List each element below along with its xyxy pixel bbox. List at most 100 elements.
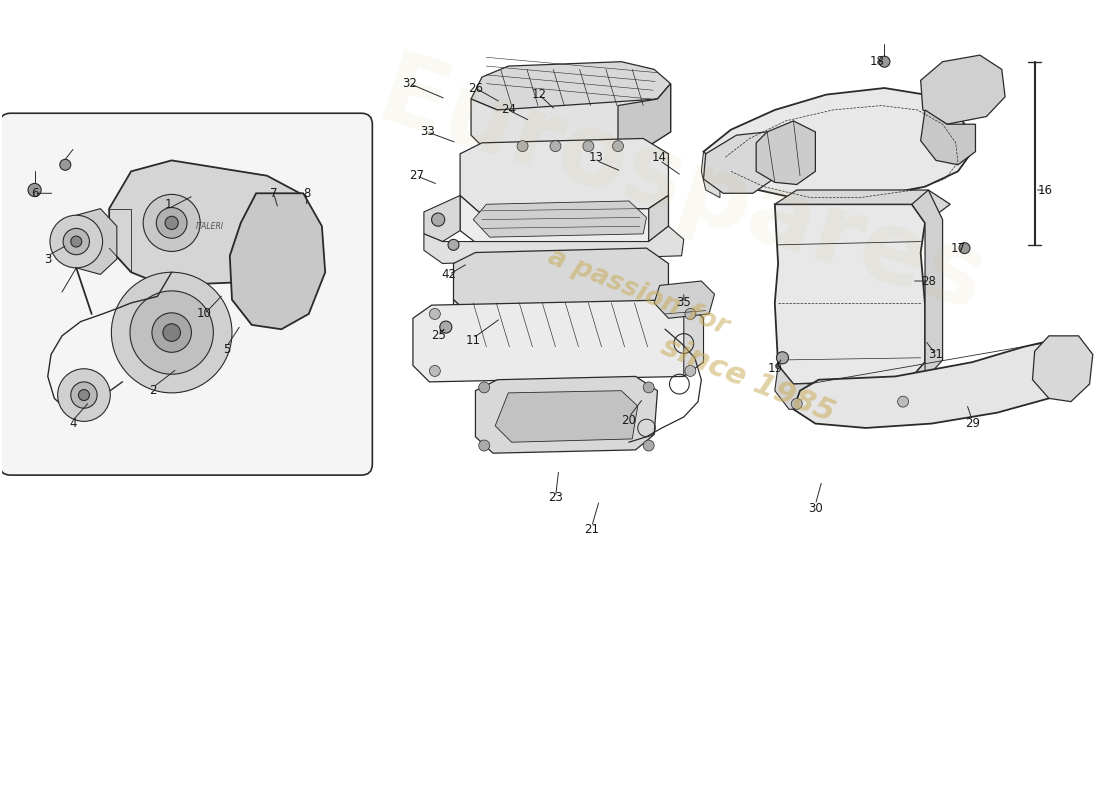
Text: 31: 31 [928, 348, 944, 361]
Polygon shape [756, 121, 815, 185]
Text: since 1985: since 1985 [657, 332, 838, 428]
Polygon shape [1033, 336, 1092, 402]
Text: 30: 30 [808, 502, 823, 514]
Polygon shape [704, 132, 782, 194]
Text: 13: 13 [588, 150, 604, 164]
Circle shape [78, 390, 89, 401]
Text: Eurospares: Eurospares [366, 46, 998, 334]
Polygon shape [774, 190, 950, 223]
Polygon shape [62, 209, 117, 274]
Text: 16: 16 [1038, 183, 1053, 197]
Text: 23: 23 [548, 490, 563, 503]
Polygon shape [910, 190, 943, 380]
Circle shape [478, 440, 490, 451]
Text: 32: 32 [403, 77, 417, 90]
Polygon shape [495, 390, 638, 442]
Text: 21: 21 [584, 523, 600, 537]
Polygon shape [475, 377, 658, 453]
Circle shape [57, 369, 110, 422]
Circle shape [431, 213, 444, 226]
Polygon shape [424, 226, 684, 263]
Polygon shape [473, 201, 647, 237]
Text: 29: 29 [965, 417, 980, 430]
Circle shape [898, 396, 909, 407]
Circle shape [879, 56, 890, 67]
Text: 24: 24 [500, 103, 516, 117]
Text: 33: 33 [420, 126, 434, 138]
Text: 10: 10 [197, 307, 212, 321]
Circle shape [111, 272, 232, 393]
Polygon shape [684, 300, 704, 377]
Circle shape [448, 239, 459, 250]
Polygon shape [774, 204, 925, 384]
Polygon shape [793, 340, 1071, 428]
Text: ITALERI: ITALERI [196, 222, 224, 230]
Polygon shape [704, 88, 972, 201]
Polygon shape [921, 110, 976, 165]
Polygon shape [453, 248, 669, 316]
Circle shape [429, 366, 440, 377]
Polygon shape [618, 84, 671, 160]
Text: 19: 19 [768, 362, 782, 375]
Circle shape [550, 141, 561, 152]
Polygon shape [649, 195, 669, 242]
Circle shape [59, 159, 70, 170]
Circle shape [644, 382, 654, 393]
Polygon shape [424, 195, 460, 242]
Text: 42: 42 [441, 268, 456, 281]
Polygon shape [230, 194, 326, 330]
Circle shape [685, 366, 696, 377]
Circle shape [613, 141, 624, 152]
Text: 27: 27 [409, 170, 424, 182]
Text: 17: 17 [950, 242, 966, 254]
Text: 3: 3 [44, 253, 52, 266]
Text: 12: 12 [531, 88, 547, 101]
Text: 14: 14 [652, 150, 668, 164]
Circle shape [130, 291, 213, 374]
Polygon shape [774, 362, 925, 410]
Circle shape [165, 216, 178, 230]
Circle shape [440, 321, 452, 333]
FancyBboxPatch shape [0, 114, 373, 475]
Circle shape [70, 382, 97, 408]
Circle shape [143, 194, 200, 251]
Circle shape [685, 309, 696, 319]
Circle shape [777, 352, 789, 364]
Circle shape [28, 183, 41, 197]
Text: 2: 2 [150, 384, 157, 397]
Polygon shape [471, 84, 671, 154]
Polygon shape [109, 160, 309, 286]
Circle shape [478, 382, 490, 393]
Polygon shape [460, 195, 669, 245]
Text: 7: 7 [270, 186, 277, 200]
Text: 35: 35 [676, 297, 691, 310]
Circle shape [50, 215, 102, 268]
Polygon shape [453, 300, 669, 349]
Polygon shape [921, 55, 1005, 124]
Text: 20: 20 [621, 414, 637, 426]
Text: 28: 28 [921, 274, 936, 287]
Polygon shape [654, 281, 715, 318]
Polygon shape [412, 300, 704, 382]
Circle shape [583, 141, 594, 152]
Polygon shape [471, 62, 671, 110]
Text: 26: 26 [468, 82, 483, 94]
Circle shape [644, 440, 654, 451]
Circle shape [959, 242, 970, 254]
Circle shape [63, 228, 89, 254]
Polygon shape [702, 152, 721, 198]
Polygon shape [647, 300, 669, 347]
Circle shape [156, 207, 187, 238]
Text: 18: 18 [869, 55, 884, 68]
Polygon shape [460, 138, 669, 212]
Text: 5: 5 [223, 342, 230, 355]
Text: 11: 11 [465, 334, 481, 346]
Text: 6: 6 [31, 186, 38, 200]
Circle shape [152, 313, 191, 352]
Circle shape [163, 324, 180, 342]
Text: 8: 8 [302, 186, 310, 200]
Circle shape [429, 309, 440, 319]
Text: a passion for: a passion for [543, 244, 732, 340]
Text: 1: 1 [165, 198, 172, 210]
Circle shape [70, 236, 81, 247]
